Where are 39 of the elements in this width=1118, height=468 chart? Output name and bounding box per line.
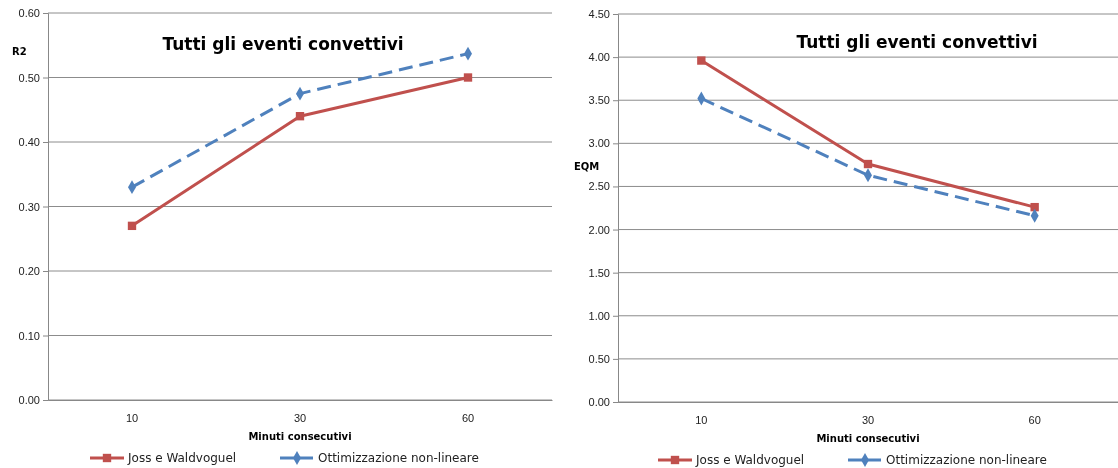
y-tick-label: 0.00	[18, 394, 40, 407]
y-tick-label: 3.00	[588, 137, 610, 150]
x-tick-label: 10	[125, 411, 139, 424]
y-tick-label: 0.50	[18, 71, 40, 84]
x-tick-label: 30	[293, 411, 307, 424]
y-tick-label: 1.00	[588, 309, 610, 322]
x-axis-title: Minuti consecutivi	[248, 431, 352, 442]
y-tick-label: 0.00	[588, 396, 610, 409]
y-tick-label: 2.50	[588, 180, 610, 193]
x-axis-title: Minuti consecutivi	[816, 433, 920, 444]
text: Tutti gli eventi convettivi	[796, 32, 1038, 52]
y-axis-title: R2	[12, 46, 27, 57]
y-axis-title: EQM	[574, 161, 600, 172]
point	[1030, 202, 1039, 212]
x-tick-label: 30	[861, 413, 875, 426]
legend-label: Ottimizzazione non-lineare	[318, 451, 479, 465]
x-tick-label: 10	[695, 413, 708, 426]
y-tick-label: 4.50	[588, 8, 610, 21]
y-tick-label: 0.30	[18, 200, 40, 213]
legend-label: Ottimizzazione non-lineare	[886, 453, 1047, 467]
point	[697, 56, 706, 65]
y-tick-label: 1.50	[588, 266, 610, 279]
y-tick-label: 3.50	[588, 94, 610, 107]
y-tick-label: 0.20	[18, 265, 40, 278]
x-tick-label: 60	[461, 411, 475, 424]
legend-label: Joss e Waldvoguel	[695, 453, 805, 467]
point	[863, 159, 873, 169]
point	[463, 73, 473, 82]
legend-label: Joss e Waldvoguel	[127, 451, 237, 465]
y-tick-label: 0.60	[18, 7, 40, 20]
y-tick-label: 0.50	[588, 352, 610, 365]
text: Tutti gli eventi convettivi	[162, 34, 404, 54]
x-tick-label: 60	[1028, 413, 1041, 426]
y-tick-label: 0.40	[18, 136, 40, 149]
y-tick-label: 2.00	[588, 223, 610, 236]
y-tick-label: 4.00	[588, 51, 610, 64]
point	[295, 112, 305, 121]
point	[127, 221, 137, 231]
y-tick-label: 0.10	[18, 329, 40, 342]
